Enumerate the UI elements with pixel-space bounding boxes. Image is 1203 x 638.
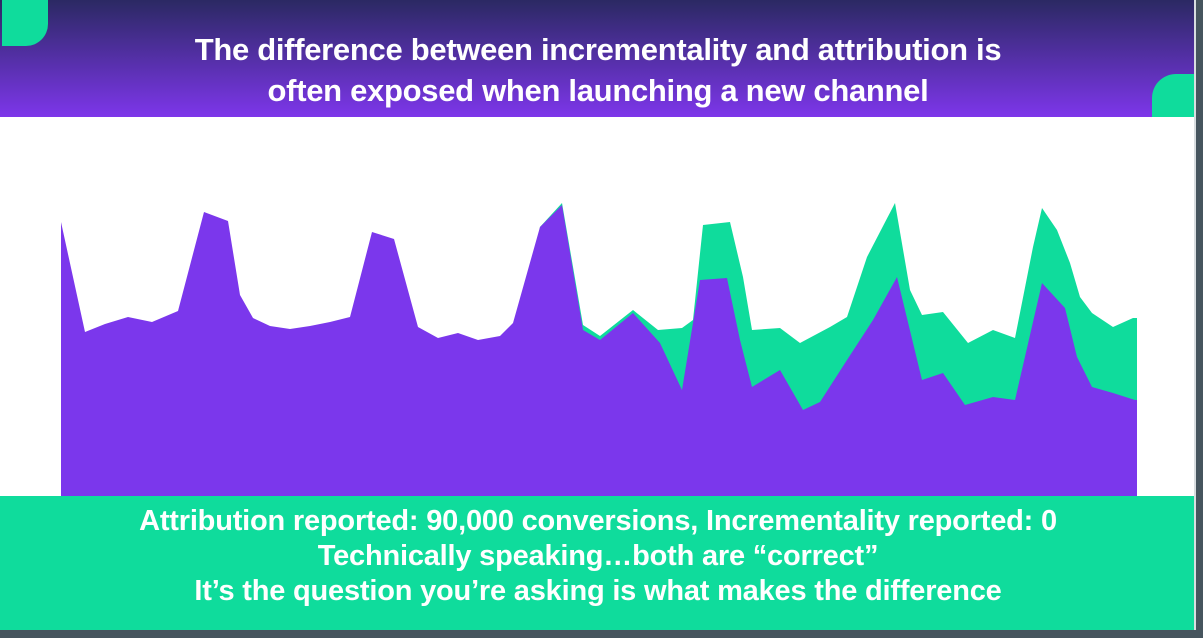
footer-band: Attribution reported: 90,000 conversions… — [0, 496, 1196, 630]
footer-line-attribution: Attribution reported: 90,000 conversions… — [139, 505, 1057, 537]
slide-title: The difference between incrementality an… — [194, 32, 1002, 108]
corner-accent-header-right — [1152, 74, 1196, 117]
header-band: The difference between incrementality an… — [0, 0, 1196, 117]
footer-line-technically: Technically speaking…both are “correct” — [317, 540, 879, 572]
window-edge-bottom — [0, 630, 1203, 638]
window-edge-right — [1194, 0, 1203, 638]
attribution-reported-area — [61, 205, 1137, 497]
footer-line-question: It’s the question you’re asking is what … — [194, 575, 1002, 607]
corner-accent-top-left — [2, 0, 48, 46]
